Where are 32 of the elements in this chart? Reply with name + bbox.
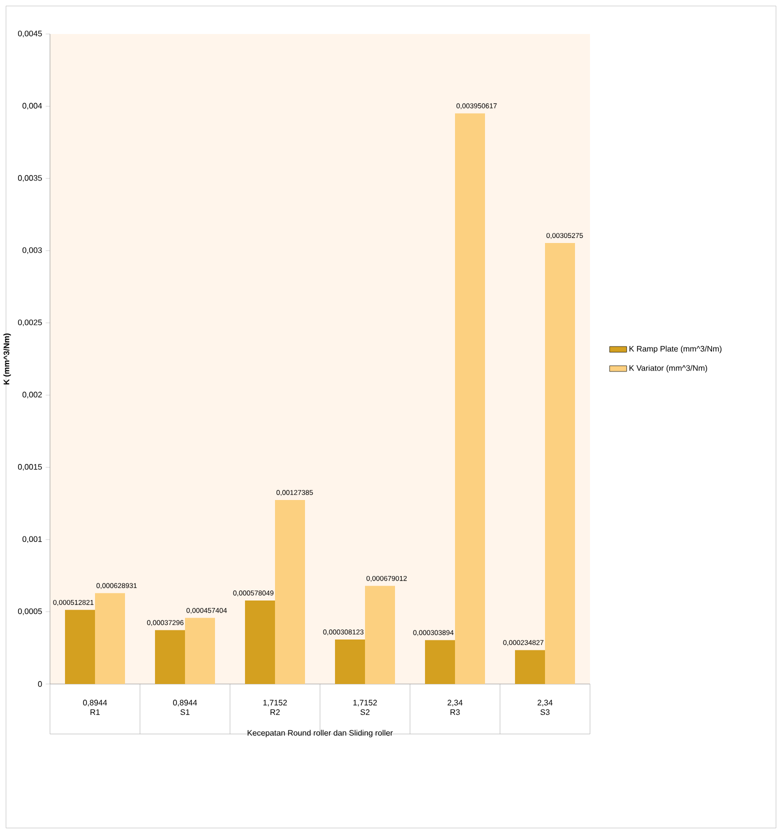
y-tick-label: 0,001 [22,536,42,543]
bar [155,630,185,684]
y-axis-title: K (mm^3/Nm) [3,334,11,384]
y-tick-label: 0,0025 [18,320,42,326]
bar [245,600,276,684]
y-tick-label: 0 [38,681,42,687]
x-tick-label: 1,7152 R2 [263,700,287,715]
bar [365,586,395,684]
y-tick-label: 0,0015 [18,464,42,471]
x-axis-title: Kecepatan Round roller dan Sliding roller [248,730,393,738]
y-tick-label: 0,0045 [18,30,42,38]
bar [515,650,546,684]
bar [425,640,456,684]
legend-label: K Variator (mm^3/Nm) [630,364,708,372]
y-tick-label: 0,004 [22,102,42,110]
bar [275,500,305,684]
y-tick-label: 0,002 [22,392,42,398]
y-tick-label: 0,003 [22,247,42,254]
x-tick-label: 1,7152 S2 [353,700,377,715]
bar [455,113,485,684]
x-tick-label: 0,8944 S1 [173,700,197,715]
x-tick-label: 2,34 S3 [538,700,553,715]
bar [545,243,576,684]
bar [185,618,215,684]
y-tick-label: 0,0005 [18,608,42,616]
x-tick-label: 2,34 R3 [448,700,463,715]
y-tick-label: 0,0035 [18,175,42,182]
x-tick-label: 0,8944 R1 [83,700,107,715]
bar [335,639,366,684]
bar [65,610,95,684]
bar [95,593,125,684]
legend-label: K Ramp Plate (mm^3/Nm) [630,346,722,354]
